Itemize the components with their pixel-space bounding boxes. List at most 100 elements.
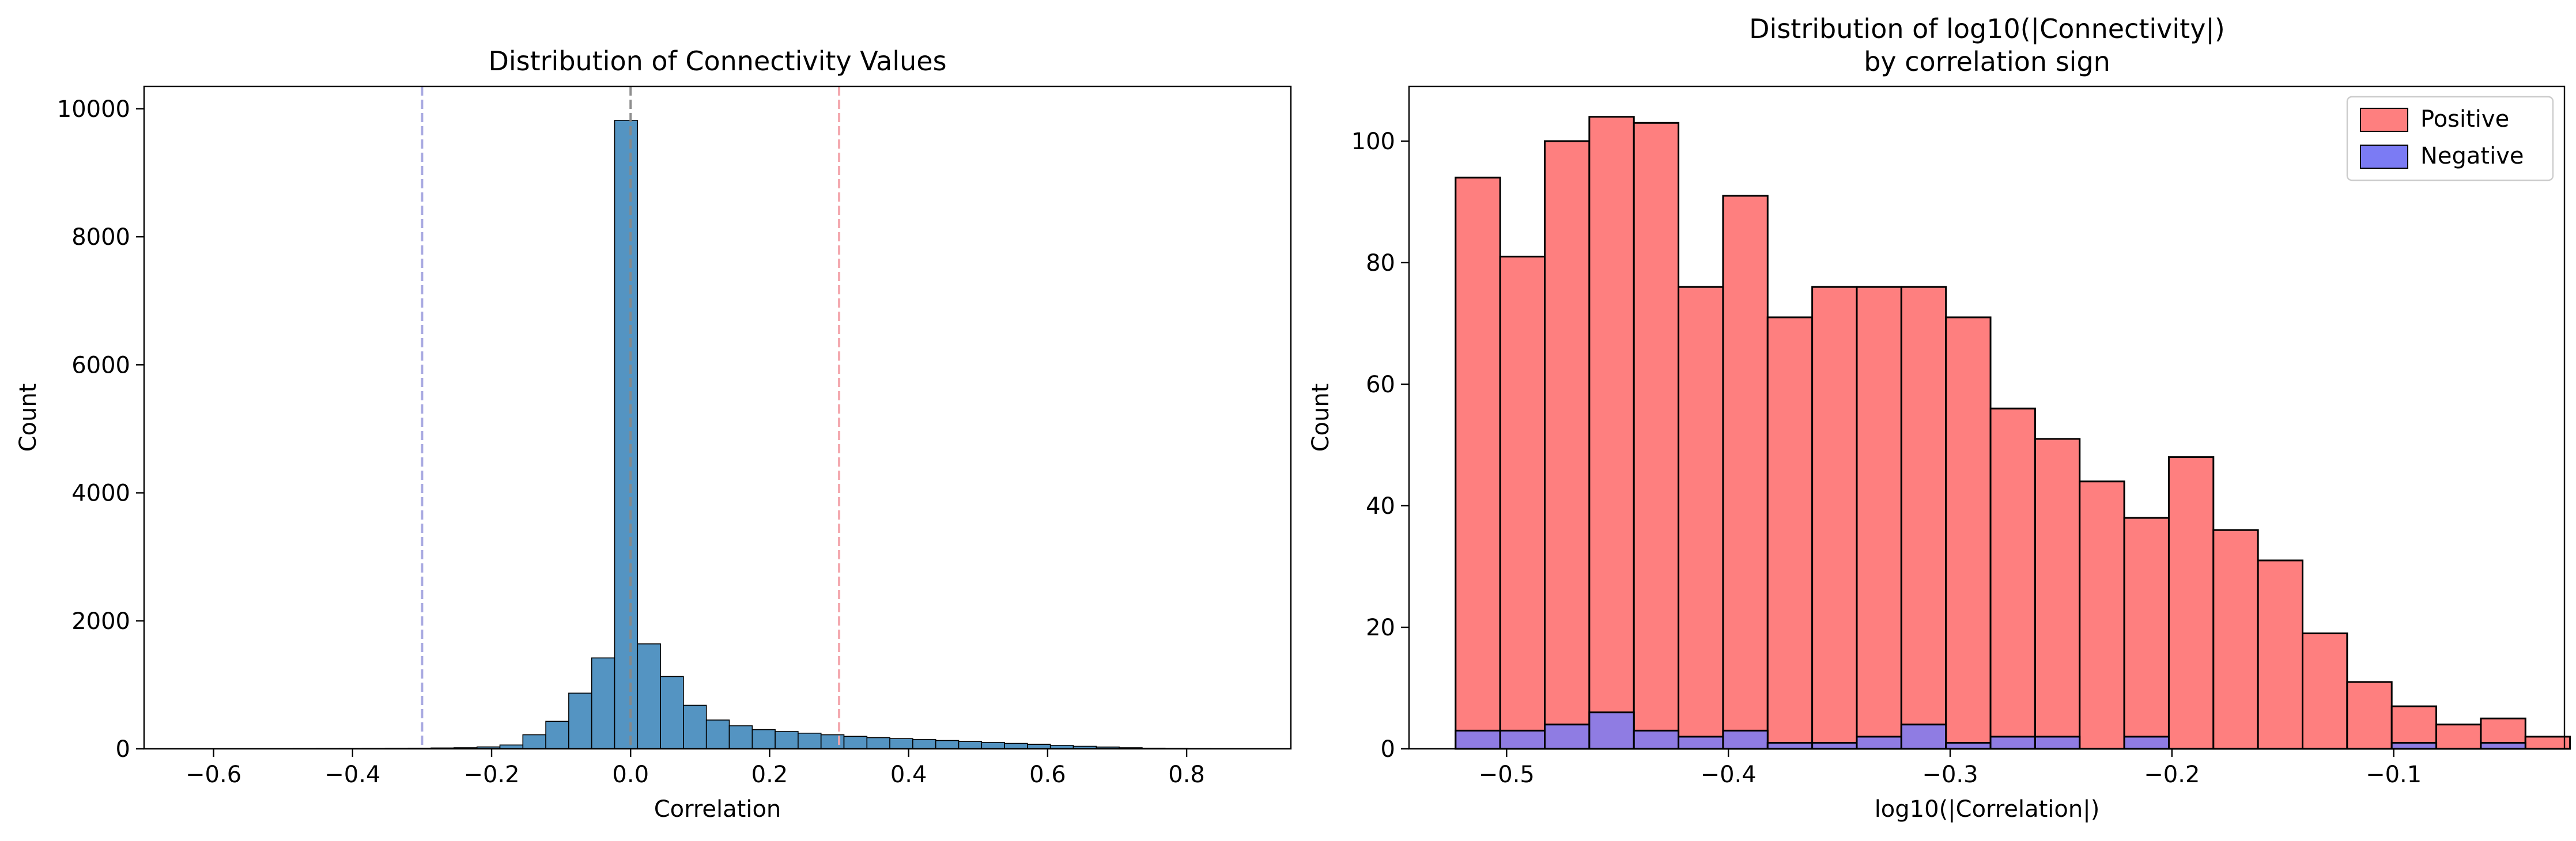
legend: Positive Negative bbox=[2346, 96, 2554, 181]
negative-bar bbox=[1900, 723, 1947, 750]
negative-bar bbox=[1856, 736, 1902, 750]
y-tick-label: 60 bbox=[1366, 372, 1395, 398]
histogram-bar bbox=[981, 742, 1005, 749]
histogram-bar bbox=[1004, 742, 1028, 749]
y-axis-ticks: 0 20 40 60 80 100 bbox=[1351, 128, 1409, 763]
y-tick-label: 40 bbox=[1366, 493, 1395, 520]
legend-swatch-negative bbox=[2360, 145, 2408, 169]
x-axis-ticks: −0.5 −0.4 −0.3 −0.2 −0.1 bbox=[1479, 749, 2422, 788]
x-tick-label: −0.5 bbox=[1479, 762, 1535, 788]
negative-bars bbox=[1455, 711, 2526, 750]
y-tick-label: 10000 bbox=[57, 96, 130, 123]
x-tick-label: 0.2 bbox=[751, 762, 788, 788]
positive-bar bbox=[1678, 286, 1724, 750]
negative-bar bbox=[1588, 711, 1635, 750]
histogram-bar bbox=[912, 739, 936, 749]
y-tick-label: 100 bbox=[1351, 128, 1395, 155]
negative-bar bbox=[1945, 741, 1992, 750]
histogram-bar bbox=[958, 741, 983, 749]
y-axis-ticks: 0 2000 4000 6000 8000 10000 bbox=[57, 96, 144, 763]
positive-bar bbox=[2123, 517, 2170, 750]
histogram-bar bbox=[591, 657, 615, 749]
y-tick-label: 4000 bbox=[71, 480, 130, 507]
y-tick-label: 6000 bbox=[71, 352, 130, 378]
histogram-bar bbox=[728, 725, 753, 749]
x-tick-label: −0.3 bbox=[1922, 762, 1978, 788]
positive-bar bbox=[1633, 122, 1680, 750]
positive-bar bbox=[2079, 480, 2125, 750]
x-tick-label: 0.8 bbox=[1168, 762, 1205, 788]
negative-bar bbox=[1544, 723, 1591, 750]
histogram-bar bbox=[522, 734, 546, 749]
negative-bar bbox=[2390, 741, 2438, 750]
positive-bar bbox=[1945, 316, 1992, 750]
positive-bar bbox=[2257, 559, 2304, 750]
negative-bar bbox=[1766, 741, 1814, 750]
x-tick-label: −0.2 bbox=[2144, 762, 2200, 788]
histogram-bar bbox=[614, 120, 639, 749]
positive-bar bbox=[2346, 681, 2393, 750]
y-tick-label: 20 bbox=[1366, 615, 1395, 641]
reference-lines bbox=[421, 86, 841, 749]
connectivity-histogram: Distribution of Connectivity Values −0.6… bbox=[15, 46, 1292, 823]
y-tick-label: 0 bbox=[116, 736, 130, 763]
histogram-bar bbox=[889, 738, 913, 749]
positive-bar bbox=[1900, 286, 1947, 750]
x-tick-label: −0.2 bbox=[463, 762, 519, 788]
positive-bar bbox=[2167, 456, 2215, 750]
positive-bar bbox=[1722, 195, 1769, 750]
negative-bar bbox=[1722, 729, 1769, 750]
negative-bar bbox=[1678, 736, 1724, 750]
histogram-bar bbox=[660, 676, 684, 749]
histogram-bar bbox=[683, 704, 707, 749]
negative-bar bbox=[1633, 729, 1680, 750]
histogram-bar bbox=[545, 721, 569, 749]
histogram-bar bbox=[775, 731, 799, 749]
chart-title: Distribution of log10(|Connectivity|) bbox=[1749, 13, 2225, 45]
legend-swatch-positive bbox=[2360, 108, 2408, 132]
x-tick-label: 0.4 bbox=[890, 762, 927, 788]
positive-bar bbox=[1544, 140, 1591, 750]
positive-bar bbox=[2435, 723, 2482, 750]
x-tick-label: 0.0 bbox=[612, 762, 649, 788]
x-axis-label: log10(|Correlation|) bbox=[1875, 796, 2100, 823]
negative-bar bbox=[2123, 736, 2170, 750]
positive-bar bbox=[2390, 705, 2438, 750]
positive-bar bbox=[1811, 286, 1858, 750]
y-tick-label: 8000 bbox=[71, 224, 130, 251]
x-tick-label: −0.4 bbox=[1701, 762, 1757, 788]
chart-subtitle: by correlation sign bbox=[1864, 46, 2110, 77]
histogram-bar bbox=[637, 643, 661, 749]
histogram-bar bbox=[568, 692, 592, 749]
positive-bar bbox=[1455, 176, 1501, 750]
positive-bar bbox=[1766, 316, 1814, 750]
x-tick-label: −0.1 bbox=[2366, 762, 2422, 788]
histogram-bar bbox=[866, 737, 890, 749]
histogram-bar bbox=[798, 732, 822, 749]
y-axis-label: Count bbox=[15, 384, 41, 452]
positive-bar bbox=[1856, 286, 1902, 750]
log-connectivity-histogram: Distribution of log10(|Connectivity|) by… bbox=[1308, 13, 2571, 823]
negative-bar bbox=[1811, 741, 1858, 750]
histogram-bar bbox=[751, 729, 776, 749]
x-axis-ticks: −0.6 −0.4 −0.2 0.0 0.2 0.4 0.6 0.8 bbox=[186, 749, 1205, 788]
x-tick-label: −0.4 bbox=[324, 762, 380, 788]
positive-bar bbox=[2302, 632, 2348, 750]
positive-bar bbox=[2524, 736, 2571, 750]
histogram-bar bbox=[820, 734, 845, 749]
positive-bar bbox=[2212, 529, 2259, 750]
plot-frame bbox=[143, 85, 1292, 750]
y-tick-label: 0 bbox=[1381, 736, 1395, 763]
positive-bar bbox=[2034, 438, 2081, 750]
chart-title: Distribution of Connectivity Values bbox=[488, 46, 946, 77]
histogram-bar bbox=[843, 736, 868, 749]
histogram-bar bbox=[935, 740, 960, 749]
positive-bar bbox=[1989, 407, 2036, 750]
y-axis-label: Count bbox=[1308, 384, 1334, 452]
negative-bar bbox=[1989, 736, 2036, 750]
negative-bar bbox=[1499, 729, 1546, 750]
y-tick-label: 80 bbox=[1366, 250, 1395, 276]
legend-label-positive: Positive bbox=[2420, 106, 2509, 132]
legend-label-negative: Negative bbox=[2420, 143, 2524, 169]
histogram-bar bbox=[705, 719, 730, 749]
